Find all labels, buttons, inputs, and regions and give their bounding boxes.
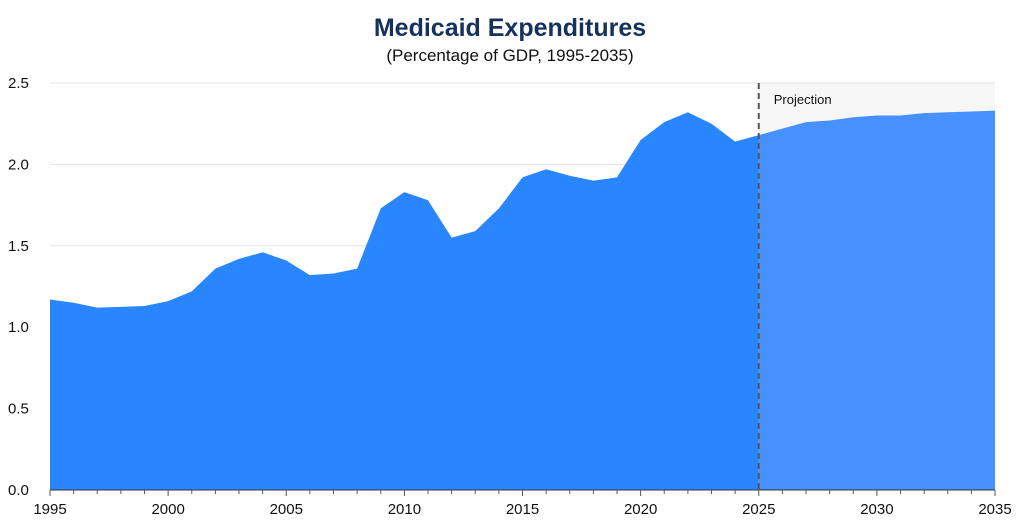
y-tick-label: 1.0 (8, 319, 29, 336)
x-tick-label: 2035 (978, 501, 1011, 518)
x-tick-label: 2010 (388, 501, 421, 518)
y-tick-label: 1.5 (8, 238, 29, 255)
y-tick-label: 0.5 (8, 401, 29, 418)
projection-label: Projection (774, 92, 832, 107)
y-tick-label: 2.5 (8, 75, 29, 92)
x-tick-label: 2025 (742, 501, 775, 518)
x-tick-label: 2000 (151, 501, 184, 518)
y-tick-label: 2.0 (8, 156, 29, 173)
chart-subtitle: (Percentage of GDP, 1995-2035) (386, 46, 634, 65)
x-tick-label: 1995 (33, 501, 66, 518)
x-tick-label: 2030 (860, 501, 893, 518)
y-tick-label: 0.0 (8, 482, 29, 499)
chart-title: Medicaid Expenditures (373, 14, 647, 42)
x-tick-label: 2015 (506, 501, 539, 518)
x-tick-label: 2020 (624, 501, 657, 518)
x-tick-label: 2005 (270, 501, 303, 518)
area-series-historical (50, 112, 759, 490)
area-series-projection (758, 110, 995, 491)
